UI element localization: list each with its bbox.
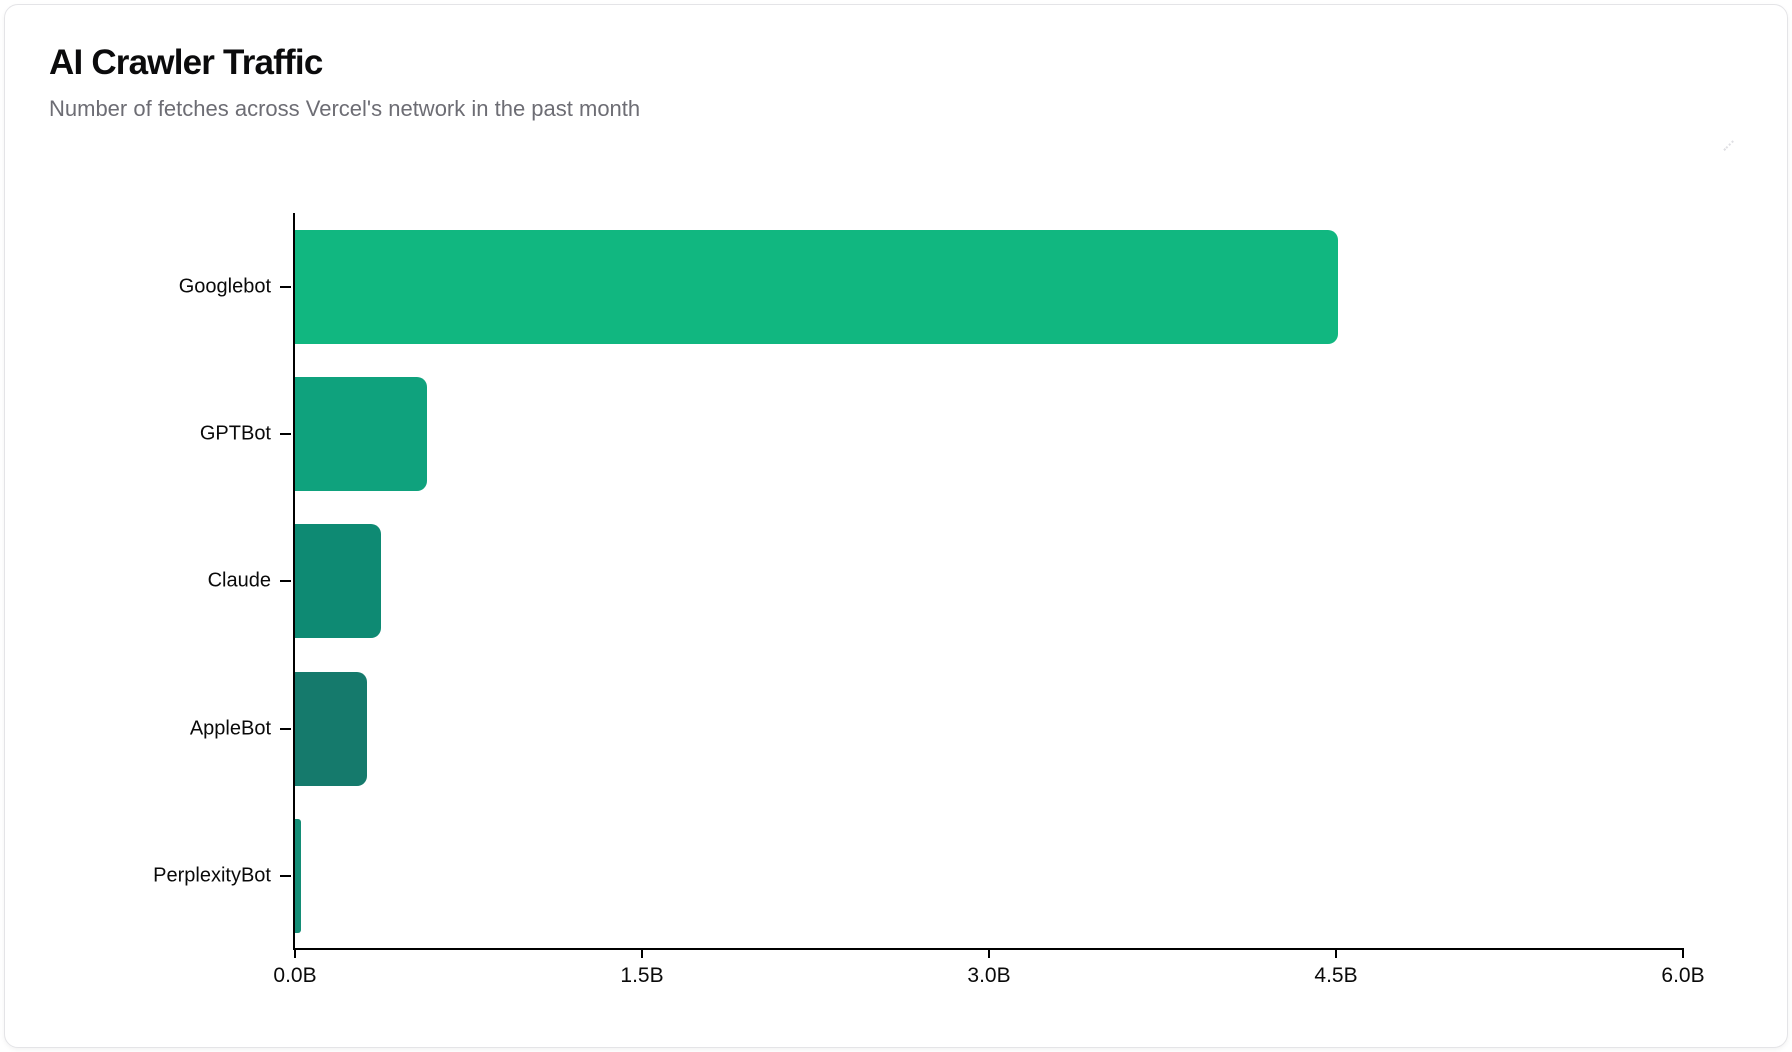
x-axis-tick-label-1.5b: 1.5B: [620, 964, 664, 987]
category-label-applebot: AppleBot: [189, 717, 271, 740]
x-axis-tick-label-6.0b: 6.0B: [1661, 964, 1705, 987]
resize-handle-icon[interactable]: [1723, 140, 1742, 159]
chart-card: AI Crawler Traffic Number of fetches acr…: [4, 4, 1788, 1048]
x-axis-tick-4.5b: [1335, 948, 1337, 958]
chart-header: AI Crawler Traffic Number of fetches acr…: [49, 43, 640, 122]
bar-chart-plot-area: Googlebot GPTBot Claude AppleBot PerplexityB…: [153, 213, 1705, 987]
x-axis-tick-label-4.5b: 4.5B: [1314, 964, 1358, 987]
chart-subtitle: Number of fetches across Vercel's networ…: [49, 96, 641, 121]
bar-band-gptbot: GPTBot: [200, 360, 1683, 507]
bar-band-googlebot: Googlebot: [179, 213, 1683, 360]
category-label-perplexitybot: PerplexityBot: [153, 864, 271, 887]
category-label-gptbot: GPTBot: [199, 422, 271, 445]
y-axis-tick-googlebot: [280, 285, 291, 288]
x-axis-tick-6.0b: [1682, 948, 1684, 958]
category-label-googlebot: Googlebot: [178, 275, 271, 298]
bar-gptbot: [295, 377, 428, 492]
x-axis-tick-3.0b: [988, 948, 990, 958]
bar-band-applebot: AppleBot: [190, 655, 1683, 802]
x-axis-tick-label-3.0b: 3.0B: [967, 964, 1011, 987]
bar-applebot: [295, 671, 367, 786]
bar-band-perplexitybot: PerplexityBot: [153, 803, 1683, 950]
chart-title: AI Crawler Traffic: [49, 43, 323, 82]
category-label-claude: Claude: [207, 569, 271, 592]
y-axis-tick-gptbot: [280, 433, 291, 436]
bar-googlebot: [295, 229, 1338, 344]
x-axis-tick-1.5b: [641, 948, 643, 958]
y-axis-tick-perplexitybot: [280, 875, 291, 878]
bar-band-claude: Claude: [208, 508, 1683, 655]
y-axis-tick-applebot: [280, 727, 291, 730]
y-axis-tick-claude: [280, 580, 291, 583]
bar-perplexitybot: [295, 819, 301, 934]
bar-claude: [295, 524, 381, 639]
x-axis-tick-label-0.0b: 0.0B: [273, 964, 317, 987]
x-axis-tick-0.0b: [294, 948, 296, 958]
